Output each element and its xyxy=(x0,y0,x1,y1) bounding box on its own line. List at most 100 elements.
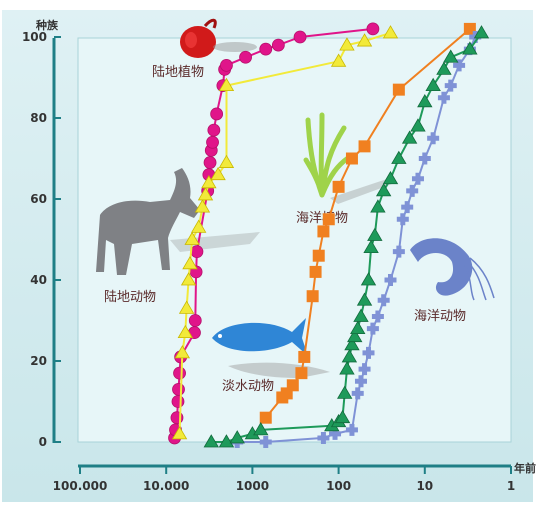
annotation-marine-plants: 海洋植物 xyxy=(296,211,348,226)
data-point-freshwater-animals xyxy=(203,434,219,448)
data-point-marine-animals xyxy=(411,172,424,185)
apple-icon xyxy=(180,18,257,58)
annotation-land-plants: 陆地植物 xyxy=(152,64,204,80)
data-point-freshwater-animals xyxy=(382,170,399,185)
data-point-land-animals xyxy=(339,37,355,51)
data-point-marine-animals xyxy=(377,294,390,307)
data-point-land-animals xyxy=(201,175,217,189)
data-point-land-plants xyxy=(271,38,285,52)
data-point-marine-animals xyxy=(396,213,409,226)
series-marine-animals xyxy=(231,31,482,448)
data-point-land-plants xyxy=(203,156,217,169)
data-point-freshwater-animals xyxy=(336,385,353,399)
data-point-freshwater-animals xyxy=(417,94,433,108)
data-point-marine-plants xyxy=(317,225,330,238)
data-point-land-plants xyxy=(239,50,252,64)
data-point-freshwater-animals xyxy=(350,320,366,335)
data-point-marine-animals xyxy=(371,310,384,323)
annotation-land-animals: 陆地动物 xyxy=(104,289,156,305)
data-point-marine-animals xyxy=(354,375,367,388)
data-point-marine-plants xyxy=(295,367,308,380)
shrimp-icon xyxy=(410,238,495,301)
y-axis-ticks: 0 20 40 60 80 100 xyxy=(22,30,61,449)
data-point-freshwater-animals xyxy=(360,272,377,286)
x-tick-label: 1 xyxy=(507,479,515,493)
data-point-marine-plants xyxy=(312,249,325,262)
data-point-freshwater-animals xyxy=(462,41,478,55)
data-point-land-animals xyxy=(210,166,226,181)
data-point-marine-animals xyxy=(427,132,440,145)
y-tick-label: 20 xyxy=(30,354,47,368)
y-tick-label: 80 xyxy=(30,111,47,125)
y-tick-label: 100 xyxy=(22,30,47,44)
data-point-marine-plants xyxy=(345,152,358,165)
data-point-marine-plants xyxy=(306,290,319,303)
annotation-marine-animals: 海洋动物 xyxy=(414,309,466,324)
data-point-freshwater-animals xyxy=(425,77,441,91)
data-point-land-animals xyxy=(218,77,235,91)
data-point-marine-animals xyxy=(453,59,466,72)
y-tick-label: 60 xyxy=(30,192,47,206)
y-axis-title: 种族 xyxy=(35,18,59,32)
data-point-freshwater-animals xyxy=(363,239,379,254)
goat-icon xyxy=(96,168,260,275)
data-point-land-plants xyxy=(172,382,185,396)
data-point-marine-plants xyxy=(309,265,322,278)
data-point-land-animals xyxy=(180,272,197,286)
data-point-marine-plants xyxy=(358,140,371,153)
data-point-land-animals xyxy=(356,33,373,47)
data-point-land-plants xyxy=(188,314,202,327)
y-tick-label: 40 xyxy=(30,273,47,287)
data-point-marine-animals xyxy=(444,79,457,92)
data-point-marine-plants xyxy=(286,379,299,392)
data-point-marine-animals xyxy=(358,363,371,376)
data-point-freshwater-animals xyxy=(347,328,363,343)
series-freshwater-animals xyxy=(203,25,490,448)
data-point-land-animals xyxy=(184,231,200,245)
data-point-marine-plants xyxy=(332,180,345,193)
data-point-marine-animals xyxy=(366,322,379,335)
data-point-land-animals xyxy=(177,324,194,339)
data-point-freshwater-animals xyxy=(218,434,235,448)
data-point-land-plants xyxy=(190,245,204,259)
data-point-marine-plants xyxy=(322,213,335,226)
data-point-freshwater-animals xyxy=(341,349,358,363)
data-point-land-animals xyxy=(182,256,198,270)
data-point-freshwater-animals xyxy=(339,361,355,375)
data-point-land-plants xyxy=(366,22,380,36)
data-point-freshwater-animals xyxy=(443,49,459,63)
data-point-freshwater-animals xyxy=(229,430,245,444)
data-point-freshwater-animals xyxy=(334,409,351,424)
data-point-land-plants xyxy=(171,395,185,408)
data-point-land-animals xyxy=(330,53,347,67)
data-point-land-animals xyxy=(190,219,207,233)
data-point-land-animals xyxy=(174,345,191,359)
annotation-freshwater-animals: 淡水动物 xyxy=(222,379,274,394)
data-point-freshwater-animals xyxy=(353,308,369,322)
data-point-land-plants xyxy=(293,30,307,44)
data-point-land-plants xyxy=(210,107,224,121)
data-point-marine-animals xyxy=(345,423,358,436)
data-point-freshwater-animals xyxy=(370,199,386,213)
data-point-freshwater-animals xyxy=(391,150,407,164)
data-point-freshwater-animals xyxy=(253,422,269,436)
data-point-marine-plants xyxy=(392,83,405,96)
data-point-marine-animals xyxy=(384,274,397,286)
data-point-marine-animals xyxy=(362,346,375,359)
data-point-freshwater-animals xyxy=(375,183,392,197)
y-tick-label: 0 xyxy=(39,435,47,449)
data-point-land-animals xyxy=(218,154,235,168)
data-point-freshwater-animals xyxy=(436,61,452,75)
data-point-land-animals xyxy=(194,199,211,213)
data-point-freshwater-animals xyxy=(473,25,490,39)
data-point-land-animals xyxy=(197,187,214,201)
data-point-freshwater-animals xyxy=(367,227,383,241)
data-point-land-plants xyxy=(207,123,221,137)
x-tick-label: 1000 xyxy=(236,479,269,493)
data-point-land-plants xyxy=(173,366,186,380)
x-tick-label: 10.000 xyxy=(143,479,189,493)
data-point-land-animals xyxy=(171,426,188,440)
data-point-freshwater-animals xyxy=(401,130,418,144)
data-point-freshwater-animals xyxy=(410,118,426,132)
